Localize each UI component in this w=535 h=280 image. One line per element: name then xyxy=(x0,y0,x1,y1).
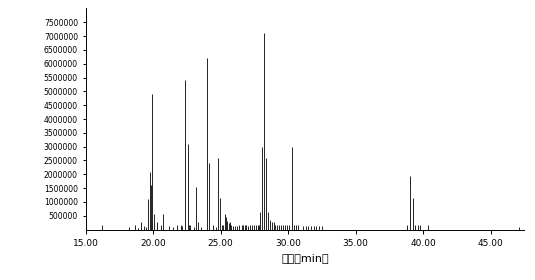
X-axis label: 时间（min）: 时间（min） xyxy=(281,253,329,263)
